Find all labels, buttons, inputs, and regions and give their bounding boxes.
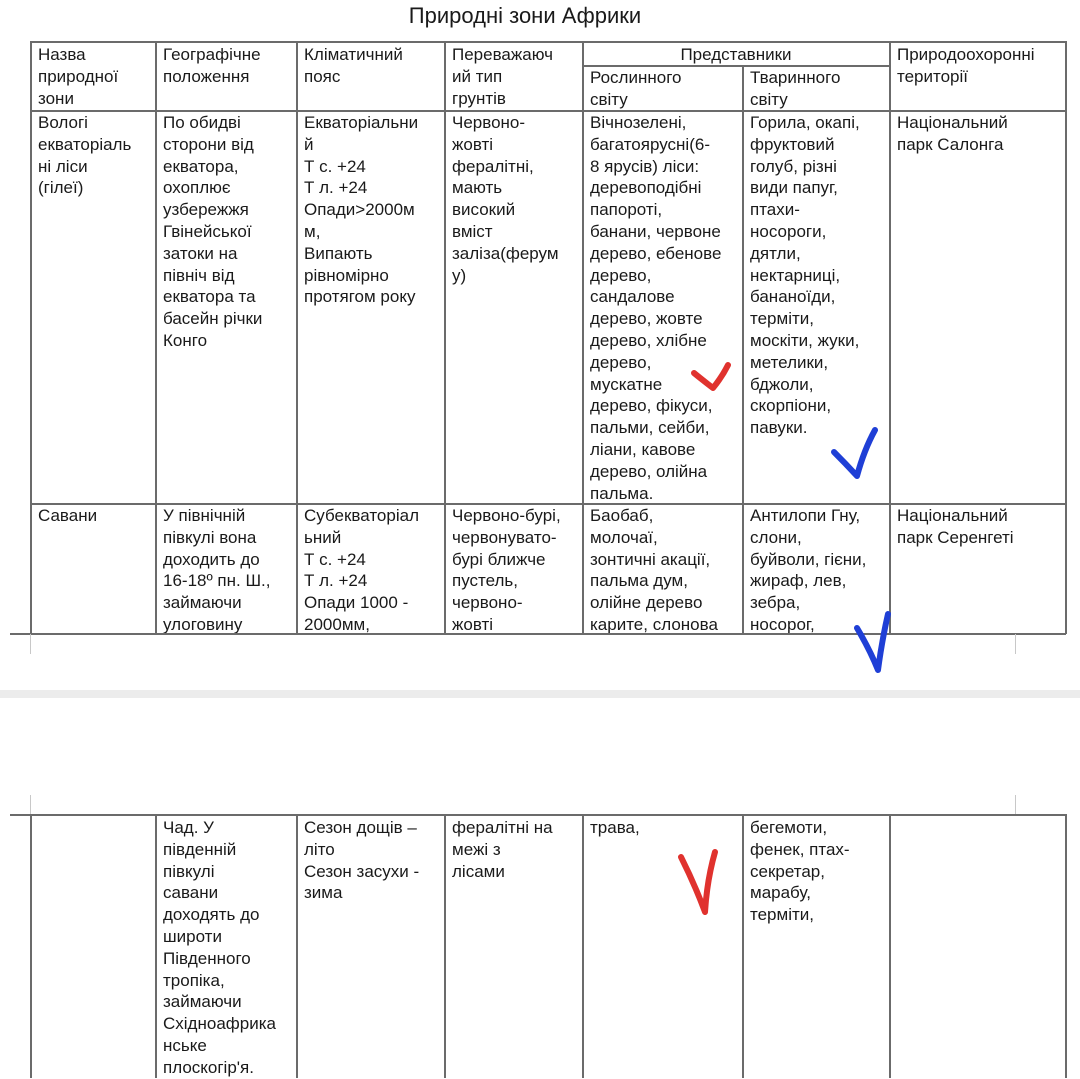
row2-soil: Червоно-бурі, червонувато- бурі ближче п… xyxy=(452,506,561,633)
page-break xyxy=(0,690,1080,698)
table-border xyxy=(582,65,889,67)
header-flora: Рослинного світу xyxy=(590,68,682,109)
cont-climate: Сезон дощів – літо Сезон засухи - зима xyxy=(304,818,420,903)
table-border xyxy=(582,814,584,1078)
table-border xyxy=(30,110,1066,112)
page-margin-mark xyxy=(30,795,31,815)
table-border xyxy=(30,503,1066,505)
row2-flora: Баобаб, молочаї, зонтичні акації, пальма… xyxy=(590,506,718,633)
cont-location: Чад. У південній півкулі савани доходять… xyxy=(163,818,276,1077)
table-border xyxy=(889,814,891,1078)
table-border xyxy=(10,633,1066,635)
table-border xyxy=(296,41,298,634)
table-border xyxy=(30,814,32,1078)
table-border xyxy=(889,41,891,634)
table-border xyxy=(30,41,1066,43)
page-margin-mark xyxy=(30,634,31,654)
page-margin-mark xyxy=(1015,634,1016,654)
table-border xyxy=(742,65,744,634)
cont-flora: трава, xyxy=(590,818,640,837)
table-border xyxy=(1065,814,1067,1078)
row1-protected: Національний парк Салонга xyxy=(897,113,1008,154)
table-border xyxy=(1065,41,1067,634)
table-border xyxy=(444,814,446,1078)
row1-zone: Вологі екваторіаль ні ліси (гілеї) xyxy=(38,113,132,198)
row2-zone: Савани xyxy=(38,506,98,525)
header-soil: Переважаюч ий тип грунтів xyxy=(452,45,553,108)
table-border xyxy=(444,41,446,634)
row1-climate: Екваторіальни й Т с. +24 Т л. +24 Опади>… xyxy=(304,113,419,307)
cont-soil: фералітні на межі з лісами xyxy=(452,818,553,881)
table-border xyxy=(742,814,744,1078)
table-border xyxy=(582,41,584,634)
page-margin-mark xyxy=(1015,795,1016,815)
header-protected: Природоохоронні території xyxy=(897,45,1035,86)
row1-soil: Червоно- жовті фералітні, мають високий … xyxy=(452,113,559,285)
cont-fauna: бегемоти, фенек, птах- секретар, марабу,… xyxy=(750,818,850,925)
row1-flora: Вічнозелені, багатоярусні(6- 8 ярусів) л… xyxy=(590,113,722,503)
header-climate: Кліматичний пояс xyxy=(304,45,403,86)
table-border xyxy=(155,41,157,634)
row2-protected: Національний парк Серенгеті xyxy=(897,506,1014,547)
header-location: Географічне положення xyxy=(163,45,261,86)
row2-climate: Субекваторіал ьний Т с. +24 Т л. +24 Опа… xyxy=(304,506,419,633)
table-border xyxy=(296,814,298,1078)
row1-location: По обидві сторони від екватора, охоплює … xyxy=(163,113,263,350)
header-representatives: Представники xyxy=(680,45,792,64)
document-title: Природні зони Африки xyxy=(408,3,642,28)
blue-checkmark-icon xyxy=(854,611,891,673)
row2-fauna: Антилопи Гну, слони, буйволи, гієни, жир… xyxy=(750,506,867,633)
blue-checkmark-icon xyxy=(831,427,878,479)
table-border xyxy=(10,814,1066,816)
row1-fauna: Горила, окапі, фруктовий голуб, різні ви… xyxy=(750,113,860,438)
red-checkmark-icon xyxy=(678,849,718,915)
header-fauna: Тваринного світу xyxy=(750,68,841,109)
header-zone: Назва природної зони xyxy=(38,45,119,108)
table-border xyxy=(155,814,157,1078)
red-checkmark-icon xyxy=(691,362,731,391)
table-border xyxy=(30,41,32,634)
row2-location: У північній півкулі вона доходить до 16-… xyxy=(163,506,271,633)
